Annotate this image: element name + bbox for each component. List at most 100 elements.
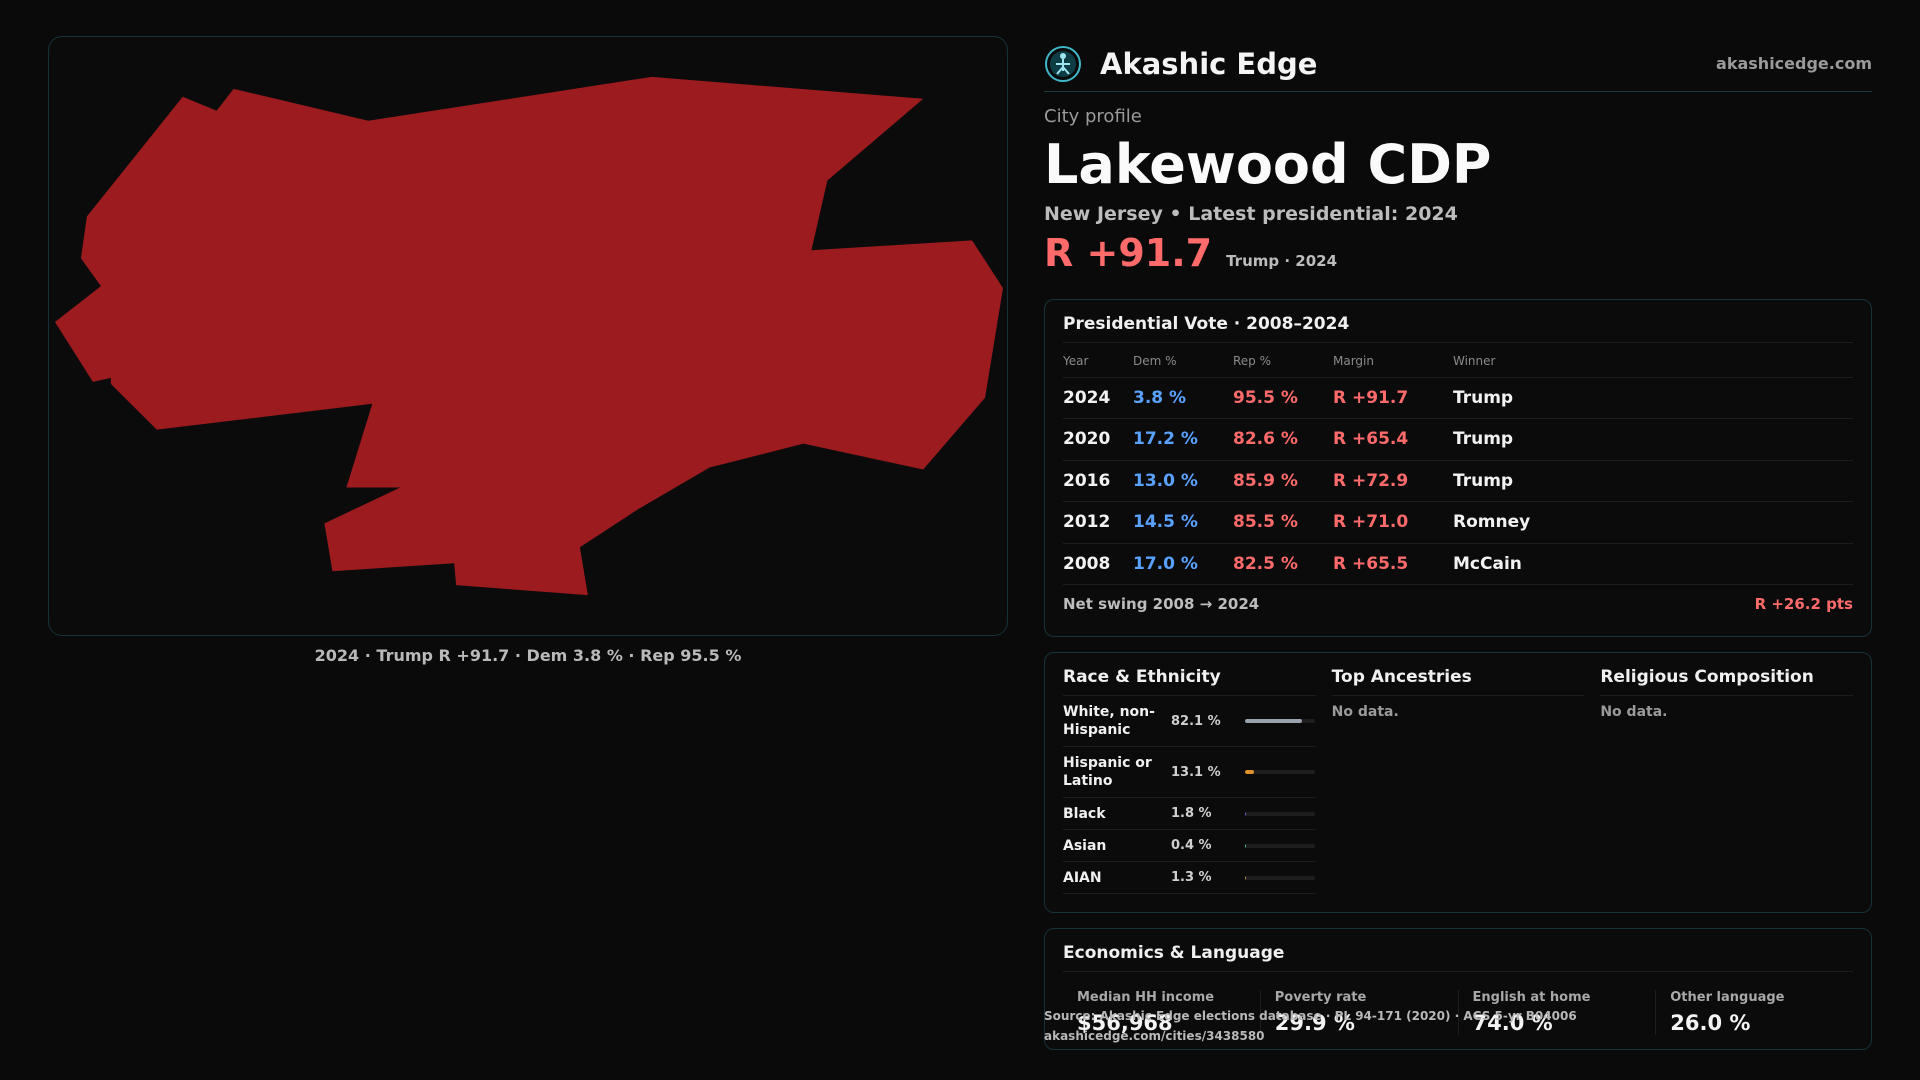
race-row: Asian 0.4 % <box>1063 830 1316 862</box>
cell-year: 2008 <box>1063 543 1133 585</box>
profile-type-label: City profile <box>1044 106 1142 127</box>
net-swing-value: R +26.2 pts <box>1754 595 1853 613</box>
source-footer: Source: Akashic Edge elections database … <box>1044 1006 1577 1046</box>
religion-section: Religious Composition No data. <box>1600 667 1854 894</box>
map-caption: 2024 · Trump R +91.7 · Dem 3.8 % · Rep 9… <box>314 646 742 665</box>
source-line: Source: Akashic Edge elections database … <box>1044 1009 1577 1023</box>
cell-margin: R +72.9 <box>1333 460 1453 502</box>
race-bar <box>1245 843 1315 848</box>
race-row: Black 1.8 % <box>1063 798 1316 830</box>
stat-other-language: Other language 26.0 % <box>1655 990 1853 1035</box>
race-ethnicity-section: Race & Ethnicity White, non-Hispanic 82.… <box>1063 667 1316 894</box>
race-bar <box>1245 811 1315 816</box>
race-name: Hispanic or Latino <box>1063 755 1152 789</box>
race-pct: 13.1 % <box>1171 764 1221 780</box>
cell-winner: Romney <box>1453 501 1853 544</box>
cell-year: 2024 <box>1063 377 1133 419</box>
race-name: White, non-Hispanic <box>1063 704 1155 738</box>
cell-dem: 14.5 % <box>1133 501 1233 544</box>
cell-rep: 85.5 % <box>1233 501 1333 544</box>
akashic-logo-icon <box>1045 45 1081 82</box>
cell-winner: Trump <box>1453 460 1853 502</box>
cell-winner: McCain <box>1453 543 1853 585</box>
table-row: 2016 13.0 % 85.9 % R +72.9 Trump <box>1063 460 1853 502</box>
cell-year: 2012 <box>1063 501 1133 544</box>
stat-value: $56,968 <box>1077 1011 1173 1035</box>
cell-margin: R +91.7 <box>1333 377 1453 419</box>
race-row: White, non-Hispanic 82.1 % <box>1063 696 1316 747</box>
net-swing-label: Net swing 2008 → 2024 <box>1063 595 1260 613</box>
ancestries-nodata: No data. <box>1331 704 1399 720</box>
cell-dem: 3.8 % <box>1133 377 1233 419</box>
brand-name: Akashic Edge <box>1100 46 1318 81</box>
race-bar-fill <box>1245 811 1247 816</box>
race-bar-fill <box>1245 719 1303 723</box>
race-bar <box>1245 770 1315 774</box>
stat-english-at-home: English at home 74.0 % <box>1457 990 1656 1035</box>
city-map <box>48 36 1008 636</box>
stat-label: English at home <box>1472 990 1591 1005</box>
presidential-vote-card: Presidential Vote · 2008–2024 Year Dem %… <box>1044 299 1872 637</box>
brand-header: Akashic Edge akashicedge.com <box>1044 36 1872 92</box>
cell-dem: 13.0 % <box>1133 460 1233 502</box>
demographics-card: Race & Ethnicity White, non-Hispanic 82.… <box>1044 652 1872 913</box>
table-row: 2008 17.0 % 82.5 % R +65.5 McCain <box>1063 543 1853 585</box>
race-row: AIAN 1.3 % <box>1063 862 1316 894</box>
stat-label: Other language <box>1670 990 1785 1005</box>
race-bar <box>1245 875 1315 880</box>
stat-value: 29.9 % <box>1274 1011 1355 1035</box>
city-boundary-map <box>54 76 1004 596</box>
religion-title: Religious Composition <box>1600 667 1854 696</box>
stat-value: 74.0 % <box>1472 1011 1553 1035</box>
vote-card-title: Presidential Vote · 2008–2024 <box>1063 314 1853 343</box>
col-header-rep: Rep % <box>1233 345 1333 378</box>
race-name: AIAN <box>1063 869 1102 886</box>
city-boundary-shape <box>54 76 1004 596</box>
cell-dem: 17.2 % <box>1133 418 1233 461</box>
stat-value: 26.0 % <box>1670 1011 1751 1035</box>
cell-margin: R +65.5 <box>1333 543 1453 585</box>
race-bar-fill <box>1245 770 1255 774</box>
race-pct: 1.8 % <box>1171 806 1212 821</box>
cell-rep: 82.5 % <box>1233 543 1333 585</box>
cell-rep: 95.5 % <box>1233 377 1333 419</box>
ancestries-title: Top Ancestries <box>1331 667 1585 696</box>
col-header-year: Year <box>1063 345 1133 378</box>
stat-median-income: Median HH income $56,968 <box>1063 990 1260 1035</box>
headline-result: R +91.7 Trump · 2024 <box>1044 231 1872 275</box>
religion-nodata: No data. <box>1600 704 1668 720</box>
cell-rep: 82.6 % <box>1233 418 1333 461</box>
table-row: 2012 14.5 % 85.5 % R +71.0 Romney <box>1063 501 1853 544</box>
cell-year: 2020 <box>1063 418 1133 461</box>
source-link[interactable]: akashicedge.com/cities/3438580 <box>1044 1029 1265 1043</box>
race-pct: 82.1 % <box>1171 713 1221 729</box>
net-swing-row: Net swing 2008 → 2024 R +26.2 pts <box>1063 595 1853 613</box>
page-title: Lakewood CDP <box>1044 133 1492 196</box>
headline-note: Trump · 2024 <box>1226 252 1338 270</box>
vote-table: Year Dem % Rep % Margin Winner 2024 3.8 … <box>1063 345 1853 585</box>
race-bar-fill <box>1245 875 1247 880</box>
race-pct: 0.4 % <box>1171 838 1212 853</box>
col-header-dem: Dem % <box>1133 345 1233 378</box>
col-header-margin: Margin <box>1333 345 1453 378</box>
stat-label: Median HH income <box>1077 990 1215 1005</box>
vote-table-header: Year Dem % Rep % Margin Winner <box>1063 345 1853 378</box>
cell-rep: 85.9 % <box>1233 460 1333 502</box>
headline-margin: R +91.7 <box>1044 231 1213 275</box>
cell-margin: R +71.0 <box>1333 501 1453 544</box>
race-bar <box>1245 719 1315 723</box>
cell-dem: 17.0 % <box>1133 543 1233 585</box>
economics-title: Economics & Language <box>1063 943 1853 972</box>
race-title: Race & Ethnicity <box>1063 667 1316 696</box>
brand-url-link[interactable]: akashicedge.com <box>1716 54 1872 73</box>
race-pct: 1.3 % <box>1171 870 1212 885</box>
race-name: Black <box>1063 805 1106 822</box>
cell-margin: R +65.4 <box>1333 418 1453 461</box>
table-row: 2020 17.2 % 82.6 % R +65.4 Trump <box>1063 418 1853 461</box>
economics-card: Economics & Language Median HH income $5… <box>1044 928 1872 1050</box>
stat-label: Poverty rate <box>1274 990 1367 1005</box>
cell-winner: Trump <box>1453 418 1853 461</box>
race-name: Asian <box>1063 837 1107 854</box>
table-row: 2024 3.8 % 95.5 % R +91.7 Trump <box>1063 377 1853 419</box>
stat-poverty-rate: Poverty rate 29.9 % <box>1259 990 1458 1035</box>
